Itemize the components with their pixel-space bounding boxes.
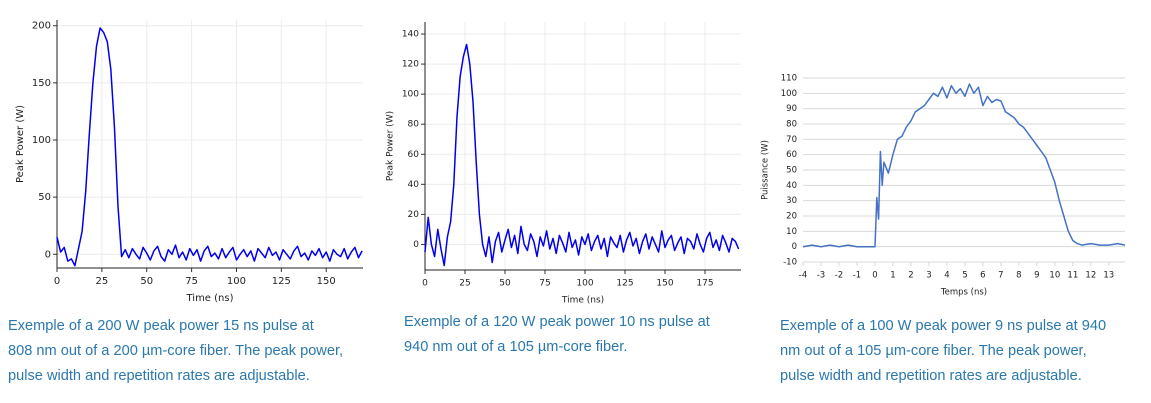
x-tick-label: 175: [696, 279, 713, 289]
y-axis-label: Peak Power (W): [386, 111, 396, 181]
y-tick-label: 100: [32, 135, 51, 146]
y-tick-label: 60: [408, 150, 420, 160]
x-tick-label: 0: [422, 279, 428, 289]
y-tick-label: 30: [786, 196, 797, 206]
y-tick-label: 20: [786, 212, 797, 222]
y-tick-label: 70: [786, 135, 797, 145]
x-tick-label: 150: [656, 279, 673, 289]
caption-line: nm out of a 105 µm-core fiber. The peak …: [780, 343, 1087, 359]
y-tick-label: 50: [38, 192, 51, 203]
x-axis-label: Time (ns): [561, 296, 604, 306]
x-tick-label: 125: [272, 276, 291, 287]
x-tick-label: 4: [944, 271, 949, 281]
caption-line: 808 nm out of a 200 µm-core fiber. The p…: [8, 343, 344, 359]
x-axis-label: Time (ns): [185, 293, 233, 304]
x-tick-label: 150: [317, 276, 336, 287]
y-tick-label: 0: [413, 240, 419, 250]
x-tick-label: 13: [1103, 271, 1114, 281]
x-tick-label: 11: [1067, 271, 1078, 281]
x-tick-label: 25: [96, 276, 109, 287]
x-tick-label: 1: [890, 271, 895, 281]
y-tick-label: 50: [786, 166, 797, 176]
x-tick-label: 8: [1016, 271, 1021, 281]
caption-line: Exemple of a 100 W peak power 9 ns pulse…: [780, 318, 1107, 334]
x-tick-label: 75: [185, 276, 198, 287]
y-tick-label: 40: [786, 181, 797, 191]
y-tick-label: 60: [786, 150, 797, 160]
data-line: [56, 27, 363, 267]
caption-line: pulse width and repetition rates are adj…: [8, 368, 310, 384]
x-tick-label: 6: [980, 271, 985, 281]
x-tick-label: 25: [459, 279, 470, 289]
x-tick-label: 50: [499, 279, 511, 289]
x-tick-label: 0: [872, 271, 877, 281]
x-tick-label: 3: [926, 271, 931, 281]
caption-line: pulse width and repetition rates are adj…: [780, 368, 1082, 384]
y-tick-label: 100: [402, 90, 419, 100]
caption: Exemple of a 100 W peak power 9 ns pulse…: [780, 314, 1106, 389]
y-tick-label: 0: [792, 242, 797, 252]
y-tick-label: 80: [408, 120, 420, 130]
data-line: [424, 43, 740, 267]
x-tick-label: 125: [616, 279, 633, 289]
data-line: [802, 83, 1126, 248]
x-tick-label: 100: [227, 276, 246, 287]
x-tick-label: -3: [817, 271, 825, 281]
y-tick-label: -10: [783, 258, 797, 268]
y-tick-label: 200: [32, 21, 51, 32]
x-tick-label: 7: [998, 271, 1003, 281]
x-tick-label: 9: [1034, 271, 1039, 281]
caption: Exemple of a 200 W peak power 15 ns puls…: [8, 314, 343, 389]
x-tick-label: 75: [539, 279, 550, 289]
caption: Exemple of a 120 W peak power 10 ns puls…: [404, 310, 710, 360]
caption-line: Exemple of a 200 W peak power 15 ns puls…: [8, 318, 314, 334]
y-tick-label: 10: [786, 227, 797, 237]
y-tick-label: 140: [402, 30, 419, 40]
x-axis-label: Temps (ns): [940, 288, 987, 298]
y-tick-label: 20: [408, 210, 420, 220]
x-tick-label: -4: [799, 271, 807, 281]
y-tick-label: 80: [786, 120, 797, 130]
x-tick-label: -2: [835, 271, 843, 281]
x-tick-label: 100: [576, 279, 593, 289]
y-tick-label: 90: [786, 104, 797, 114]
y-tick-label: 100: [781, 89, 797, 99]
y-tick-label: 40: [408, 180, 420, 190]
x-tick-label: 5: [962, 271, 967, 281]
x-tick-label: 12: [1085, 271, 1096, 281]
y-tick-label: 120: [402, 60, 419, 70]
y-tick-label: 150: [32, 78, 51, 89]
y-axis-label: Puissance (W): [761, 140, 771, 200]
caption-line: 940 nm out of a 105 µm-core fiber.: [404, 339, 628, 355]
x-tick-label: -1: [853, 271, 861, 281]
y-tick-label: 0: [45, 249, 51, 260]
x-tick-label: 0: [54, 276, 60, 287]
x-tick-label: 10: [1049, 271, 1060, 281]
x-tick-label: 50: [140, 276, 153, 287]
caption-line: Exemple of a 120 W peak power 10 ns puls…: [404, 314, 710, 330]
y-tick-label: 110: [781, 74, 797, 84]
x-tick-label: 2: [908, 271, 913, 281]
y-axis-label: Peak Power (W): [15, 105, 26, 183]
